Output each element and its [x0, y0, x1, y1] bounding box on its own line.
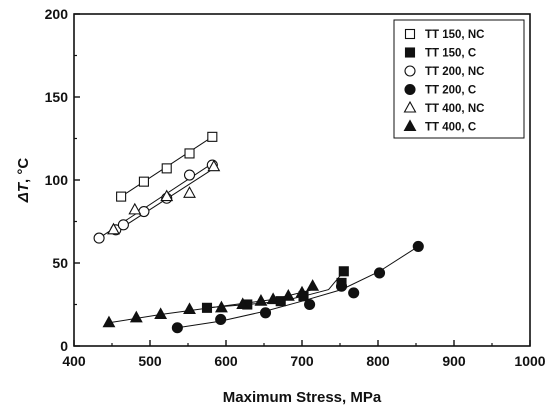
data-point-tt-150-nc: [184, 148, 195, 159]
data-point-tt-400-c: [266, 292, 280, 305]
y-tick-label: 50: [52, 255, 68, 271]
data-point-tt-200-c: [215, 313, 227, 325]
data-point-tt-150-nc: [207, 131, 218, 142]
data-markers: [93, 131, 424, 334]
y-axis-title: ΔT, °C: [15, 158, 32, 204]
data-point-tt-200-c: [348, 287, 360, 299]
data-point-tt-400-nc: [160, 189, 174, 202]
data-point-tt-400-nc: [128, 202, 142, 215]
y-tick-label: 0: [60, 338, 68, 354]
data-point-tt-400-c: [183, 302, 196, 315]
trend-line-tt-200-c: [177, 245, 419, 329]
data-point-tt-400-c: [154, 307, 168, 320]
x-tick-label: 800: [366, 353, 390, 369]
data-point-tt-200-nc: [117, 219, 129, 231]
data-point-tt-400-c: [295, 285, 309, 298]
data-point-tt-400-nc: [107, 222, 120, 235]
legend-label: TT 400, NC: [425, 103, 484, 115]
data-point-tt-200-c: [304, 298, 316, 311]
legend-marker: [403, 100, 417, 113]
x-tick-label: 900: [442, 353, 466, 369]
x-tick-label: 1000: [514, 353, 545, 369]
y-tick-label: 150: [45, 89, 69, 105]
data-point-tt-400-nc: [207, 159, 221, 172]
data-point-tt-150-nc: [161, 163, 172, 174]
legend-label: TT 400, C: [425, 122, 476, 134]
legend-marker: [403, 119, 417, 132]
data-point-tt-400-c: [102, 315, 116, 328]
x-axis-title: Maximum Stress, MPa: [223, 389, 382, 406]
x-tick-label: 400: [62, 353, 86, 369]
y-axis-symbol: ΔT: [15, 181, 32, 203]
data-point-tt-200-nc: [138, 205, 150, 218]
data-point-tt-200-c: [335, 280, 348, 292]
y-tick-label: 200: [45, 6, 69, 22]
data-point-tt-150-c: [338, 266, 349, 277]
data-point-tt-200-c: [171, 322, 183, 334]
x-tick-label: 500: [138, 353, 162, 369]
legend-label: TT 200, NC: [425, 66, 484, 78]
data-point-tt-400-c: [215, 300, 228, 313]
legend: TT 150, NC TT 150, C TT 200, NC TT 200, C TT…: [393, 19, 525, 139]
data-point-tt-200-nc: [93, 232, 105, 244]
x-tick-label: 700: [290, 353, 314, 369]
data-point-tt-200-nc: [183, 169, 196, 181]
data-point-tt-400-c: [129, 310, 143, 323]
x-tick-label: 600: [214, 353, 238, 369]
axis-ticks: 400 500 600 700 800 900 1000 0 50 100 150 200: [45, 6, 546, 369]
legend-box: [393, 19, 525, 139]
data-point-tt-200-c: [259, 307, 272, 319]
data-point-tt-400-c: [236, 297, 250, 310]
data-point-tt-200-c: [412, 240, 424, 252]
legend-marker: [404, 65, 416, 77]
legend-label: TT 150, C: [425, 48, 476, 60]
legend-label: TT 200, C: [425, 85, 476, 97]
data-point-tt-150-c: [201, 302, 213, 313]
data-point-tt-400-nc: [183, 186, 196, 198]
legend-marker: [404, 47, 416, 58]
legend-label: TT 150, NC: [425, 29, 484, 41]
y-tick-label: 100: [45, 172, 69, 188]
data-point-tt-400-c: [254, 294, 268, 306]
data-point-tt-400-c: [281, 289, 295, 301]
legend-marker: [404, 28, 416, 40]
y-axis-unit: , °C: [15, 158, 32, 183]
data-point-tt-150-nc: [138, 176, 149, 187]
data-point-tt-200-c: [373, 267, 386, 279]
data-point-tt-150-nc: [116, 191, 127, 202]
data-point-tt-400-c: [306, 279, 320, 291]
legend-marker: [404, 83, 416, 96]
